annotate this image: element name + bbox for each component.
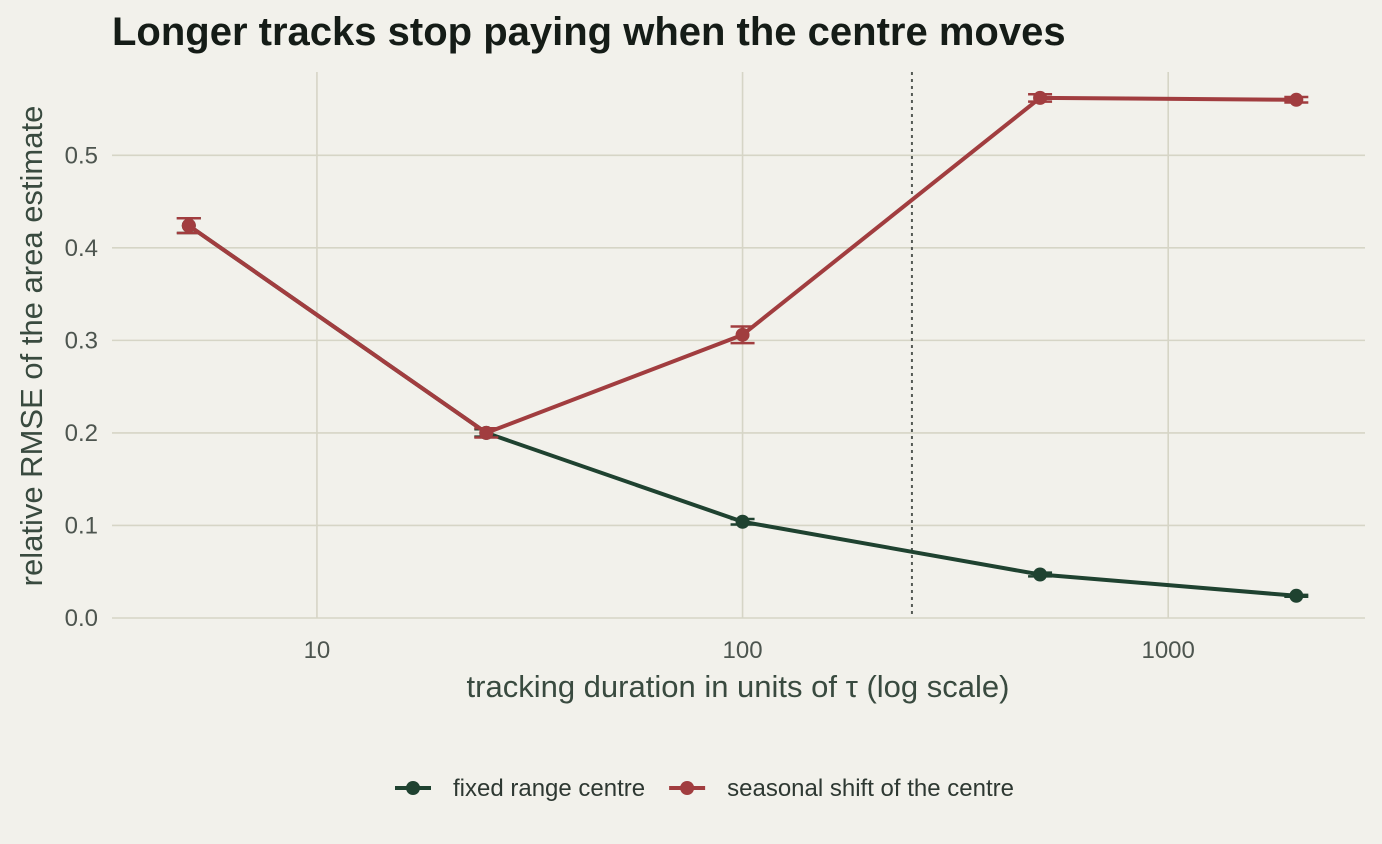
series-layer: [176, 90, 1309, 603]
x-tick-label: 10: [304, 637, 331, 664]
y-tick-label: 0.0: [65, 605, 98, 632]
data-point: [735, 514, 750, 529]
y-tick-label: 0.4: [65, 235, 98, 262]
x-tick-label: 100: [723, 637, 763, 664]
legend-marker: [406, 781, 420, 795]
y-axis-title: relative RMSE of the area estimate: [14, 106, 49, 587]
legend-label: fixed range centre: [453, 775, 645, 802]
legend-item-2: seasonal shift of the centre: [669, 775, 1014, 802]
grid: [112, 72, 1365, 619]
y-tick-label: 0.3: [65, 327, 98, 354]
data-point: [479, 425, 494, 440]
data-point: [1033, 90, 1048, 105]
x-axis-title: tracking duration in units of τ (log sca…: [467, 669, 1010, 704]
data-point: [735, 327, 750, 342]
data-point: [181, 218, 196, 233]
data-point: [1289, 92, 1304, 107]
legend-item-1: fixed range centre: [395, 775, 645, 802]
y-tick-label: 0.1: [65, 512, 98, 539]
data-point: [1033, 567, 1048, 582]
legend-marker: [680, 781, 695, 795]
y-tick-label: 0.2: [65, 420, 98, 447]
legend: fixed range centre seasonal shift of the …: [395, 775, 1014, 802]
y-tick-label: 0.5: [65, 142, 98, 169]
legend-label: seasonal shift of the centre: [727, 775, 1014, 802]
series-2: [176, 90, 1309, 440]
data-point: [1289, 588, 1304, 603]
x-tick-label: 1000: [1141, 637, 1194, 664]
axis-labels: 0.0 0.1 0.2 0.3 0.4 0.5 10 100 1000: [65, 142, 1195, 664]
chart-title: Longer tracks stop paying when the centr…: [112, 10, 1066, 54]
